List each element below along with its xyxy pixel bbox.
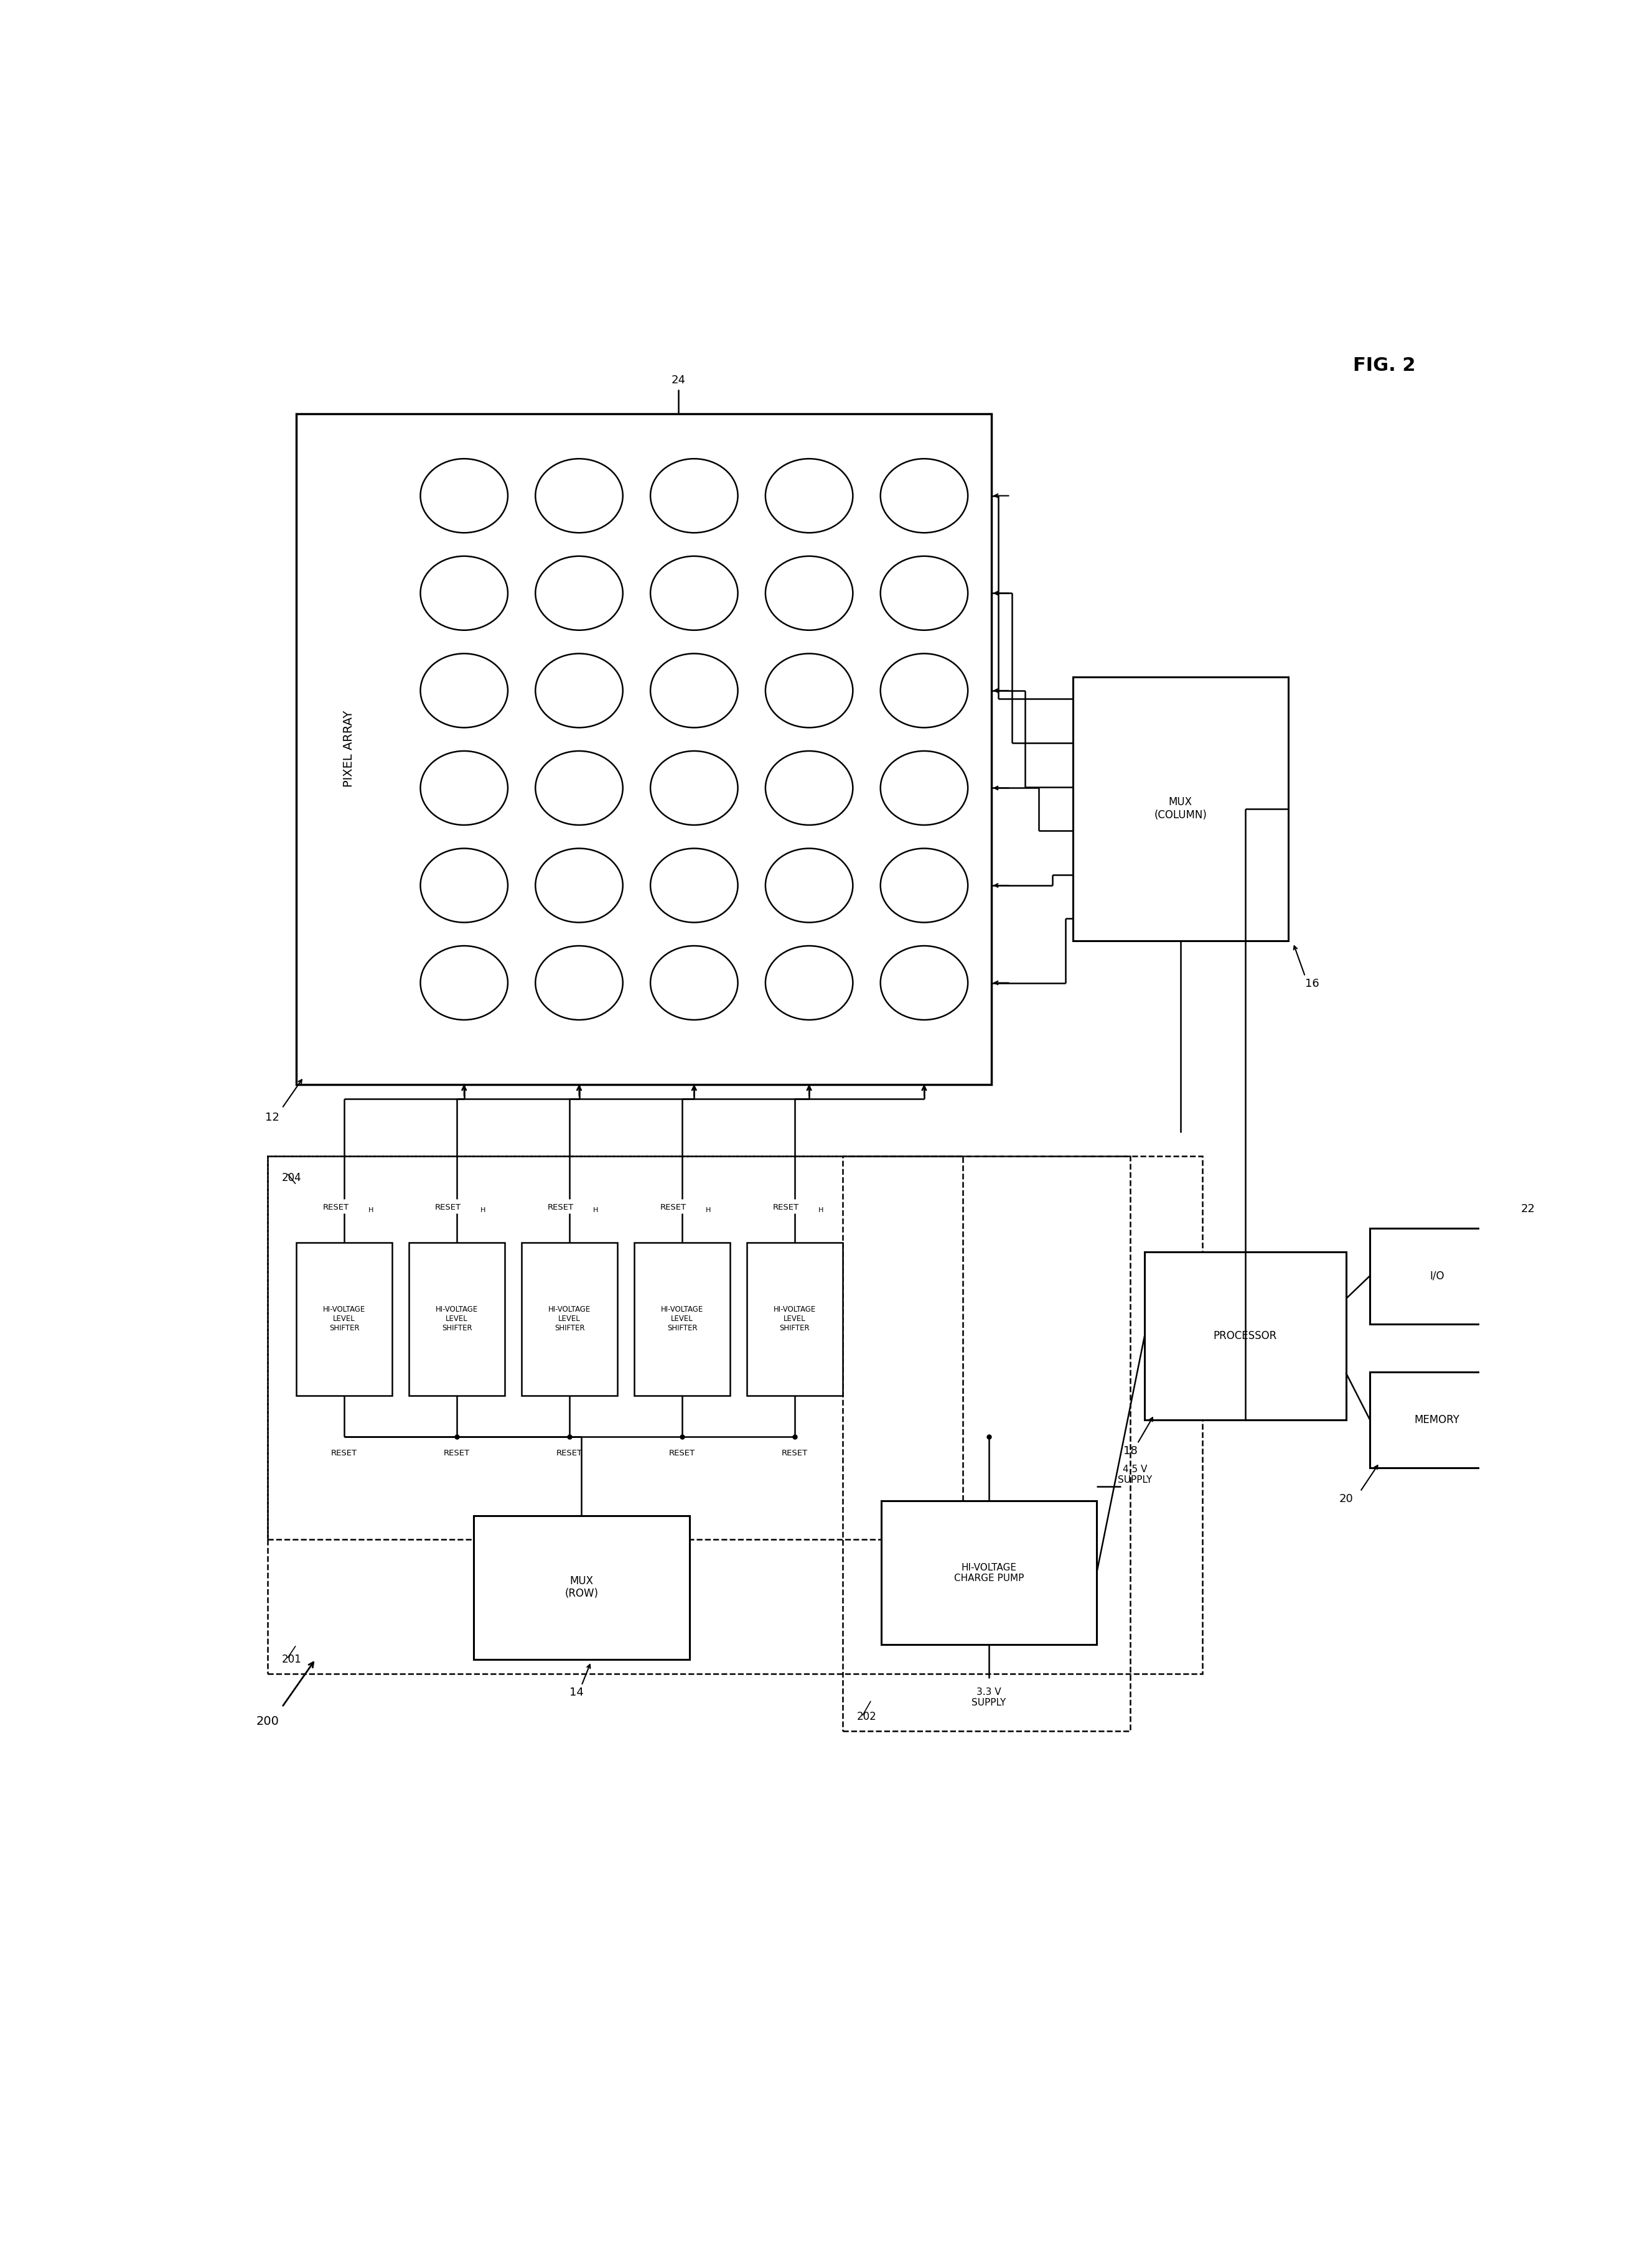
Ellipse shape [536,848,623,923]
Text: RESET: RESET [443,1449,470,1458]
Bar [1369,1372,1505,1467]
Ellipse shape [651,751,738,826]
Bar [409,1243,504,1395]
Bar [1073,678,1289,941]
Text: HI-VOLTAGE
LEVEL
SHIFTER: HI-VOLTAGE LEVEL SHIFTER [773,1306,816,1331]
Text: HI-VOLTAGE
LEVEL
SHIFTER: HI-VOLTAGE LEVEL SHIFTER [323,1306,366,1331]
Bar [882,1501,1096,1644]
Text: 200: 200 [255,1715,279,1728]
Ellipse shape [420,946,508,1021]
Ellipse shape [651,848,738,923]
Ellipse shape [420,556,508,631]
Ellipse shape [880,556,967,631]
Text: H: H [481,1207,486,1213]
Ellipse shape [880,946,967,1021]
Text: RESET: RESET [557,1449,583,1458]
Bar [473,1515,689,1660]
Ellipse shape [651,946,738,1021]
Text: 3.3 V
SUPPLY: 3.3 V SUPPLY [972,1687,1005,1708]
Text: I/O: I/O [1429,1270,1444,1281]
Text: 4.5 V
SUPPLY: 4.5 V SUPPLY [1117,1465,1152,1486]
Ellipse shape [536,751,623,826]
Text: 16: 16 [1305,978,1320,989]
Text: MEMORY: MEMORY [1414,1413,1460,1424]
Ellipse shape [765,458,854,533]
Ellipse shape [420,458,508,533]
Text: 14: 14 [570,1687,583,1699]
Bar [267,1157,1201,1674]
Text: PIXEL ARRAY: PIXEL ARRAY [343,710,354,787]
Bar [634,1243,730,1395]
Ellipse shape [536,946,623,1021]
Ellipse shape [420,751,508,826]
Ellipse shape [880,751,967,826]
Text: RESET: RESET [547,1202,574,1211]
Ellipse shape [880,653,967,728]
Text: RESET: RESET [669,1449,695,1458]
Ellipse shape [420,848,508,923]
Text: FIG. 2: FIG. 2 [1353,356,1416,374]
Text: 24: 24 [671,374,686,386]
Ellipse shape [880,458,967,533]
Bar [747,1243,842,1395]
Ellipse shape [536,653,623,728]
Bar [297,1243,392,1395]
Ellipse shape [651,653,738,728]
Ellipse shape [536,458,623,533]
Text: RESET: RESET [781,1449,808,1458]
Text: MUX
(COLUMN): MUX (COLUMN) [1154,796,1206,821]
Ellipse shape [765,751,854,826]
Text: 202: 202 [857,1710,877,1721]
Text: HI-VOLTAGE
LEVEL
SHIFTER: HI-VOLTAGE LEVEL SHIFTER [661,1306,704,1331]
Text: H: H [368,1207,372,1213]
Ellipse shape [765,848,854,923]
Ellipse shape [536,556,623,631]
Text: HI-VOLTAGE
LEVEL
SHIFTER: HI-VOLTAGE LEVEL SHIFTER [435,1306,478,1331]
Text: RESET: RESET [661,1202,687,1211]
Text: 12: 12 [265,1111,280,1123]
Text: PROCESSOR: PROCESSOR [1213,1331,1277,1340]
Text: 22: 22 [1521,1204,1536,1213]
Text: 201: 201 [282,1653,302,1665]
Ellipse shape [765,653,854,728]
Ellipse shape [651,556,738,631]
Ellipse shape [765,556,854,631]
Text: H: H [593,1207,598,1213]
Bar [1369,1227,1505,1325]
Text: H: H [819,1207,824,1213]
Text: RESET: RESET [773,1202,799,1211]
Text: HI-VOLTAGE
LEVEL
SHIFTER: HI-VOLTAGE LEVEL SHIFTER [549,1306,590,1331]
Text: H: H [705,1207,710,1213]
Ellipse shape [420,653,508,728]
Bar [267,1157,962,1540]
Text: HI-VOLTAGE
CHARGE PUMP: HI-VOLTAGE CHARGE PUMP [954,1563,1023,1583]
Bar [1145,1252,1346,1420]
Bar [297,413,990,1084]
Text: RESET: RESET [323,1202,349,1211]
Bar [522,1243,618,1395]
Text: 18: 18 [1124,1445,1137,1456]
Text: 204: 204 [282,1173,302,1184]
Text: MUX
(ROW): MUX (ROW) [565,1576,598,1599]
Text: RESET: RESET [435,1202,461,1211]
Ellipse shape [651,458,738,533]
Text: RESET: RESET [331,1449,358,1458]
Bar [842,1157,1131,1730]
Ellipse shape [765,946,854,1021]
Text: 20: 20 [1338,1492,1353,1504]
Ellipse shape [880,848,967,923]
